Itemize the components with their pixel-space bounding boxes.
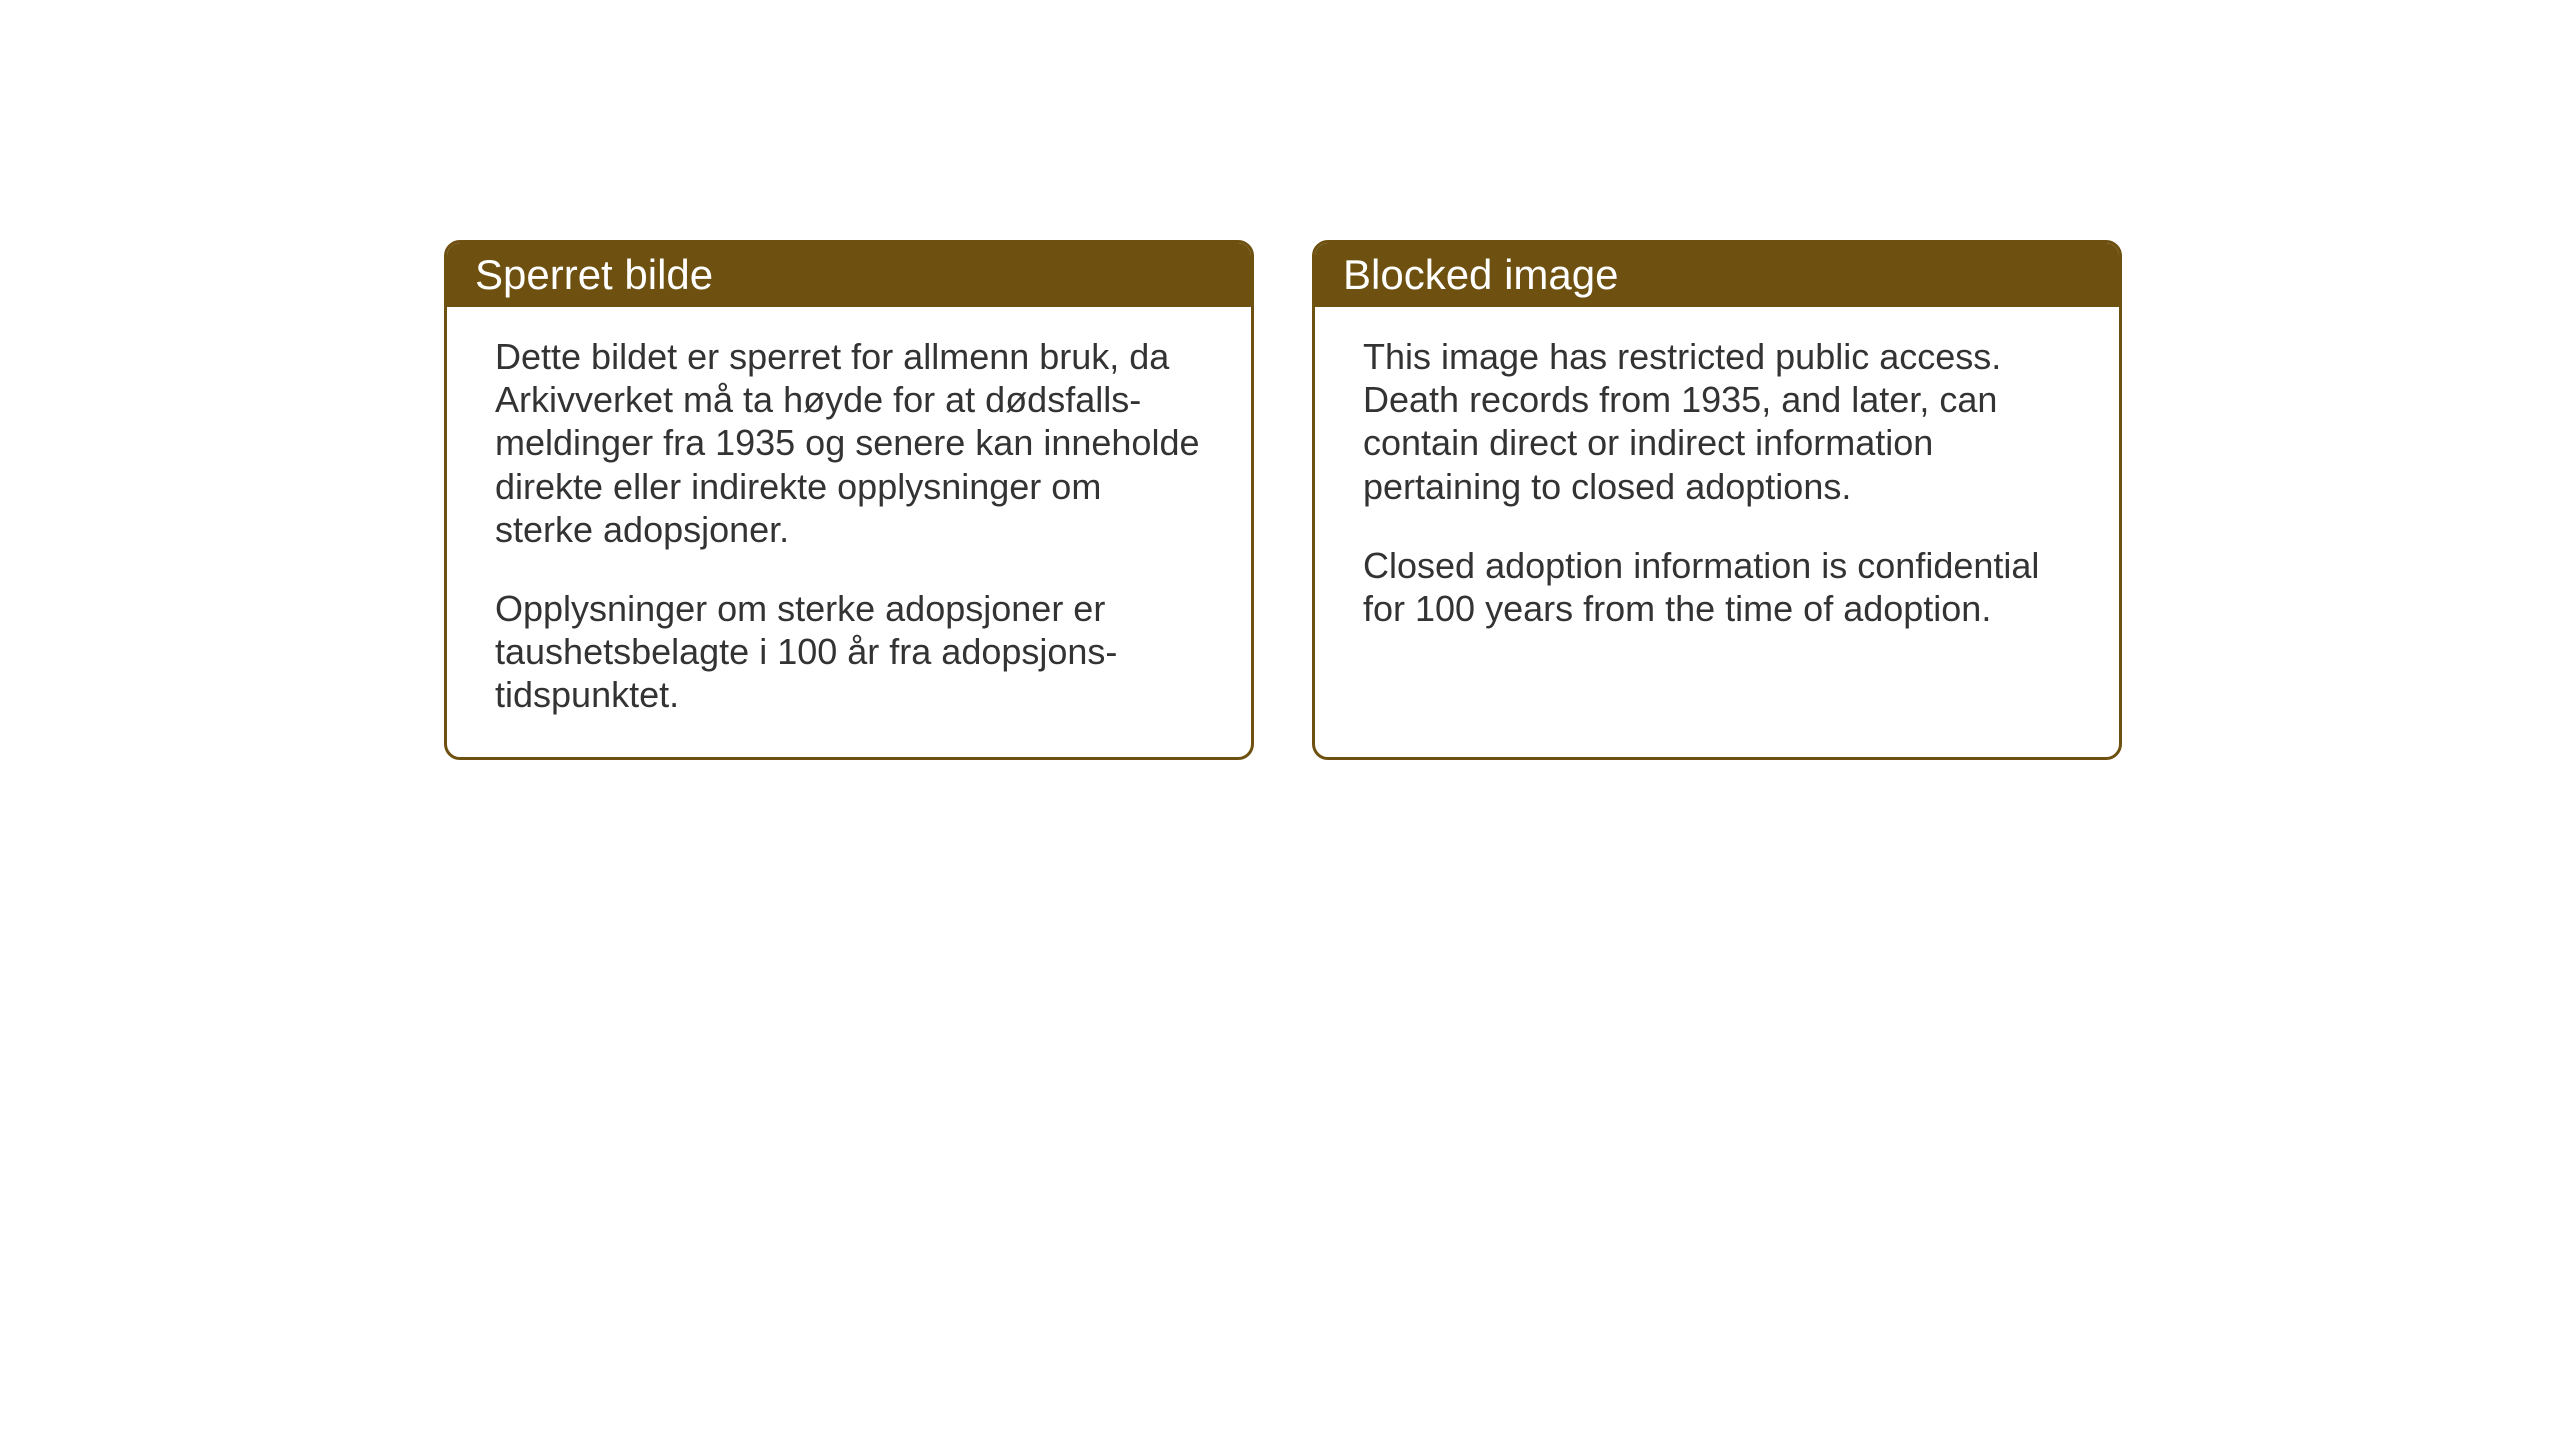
- card-header-norwegian: Sperret bilde: [447, 243, 1251, 307]
- paragraph-english-1: This image has restricted public access.…: [1363, 335, 2071, 508]
- card-header-english: Blocked image: [1315, 243, 2119, 307]
- card-title-norwegian: Sperret bilde: [475, 251, 713, 298]
- paragraph-english-2: Closed adoption information is confident…: [1363, 544, 2071, 630]
- card-english: Blocked image This image has restricted …: [1312, 240, 2122, 760]
- card-body-english: This image has restricted public access.…: [1315, 307, 2119, 670]
- paragraph-norwegian-1: Dette bildet er sperret for allmenn bruk…: [495, 335, 1203, 551]
- card-body-norwegian: Dette bildet er sperret for allmenn bruk…: [447, 307, 1251, 757]
- paragraph-norwegian-2: Opplysninger om sterke adopsjoner er tau…: [495, 587, 1203, 717]
- card-container: Sperret bilde Dette bildet er sperret fo…: [444, 240, 2122, 760]
- card-title-english: Blocked image: [1343, 251, 1618, 298]
- card-norwegian: Sperret bilde Dette bildet er sperret fo…: [444, 240, 1254, 760]
